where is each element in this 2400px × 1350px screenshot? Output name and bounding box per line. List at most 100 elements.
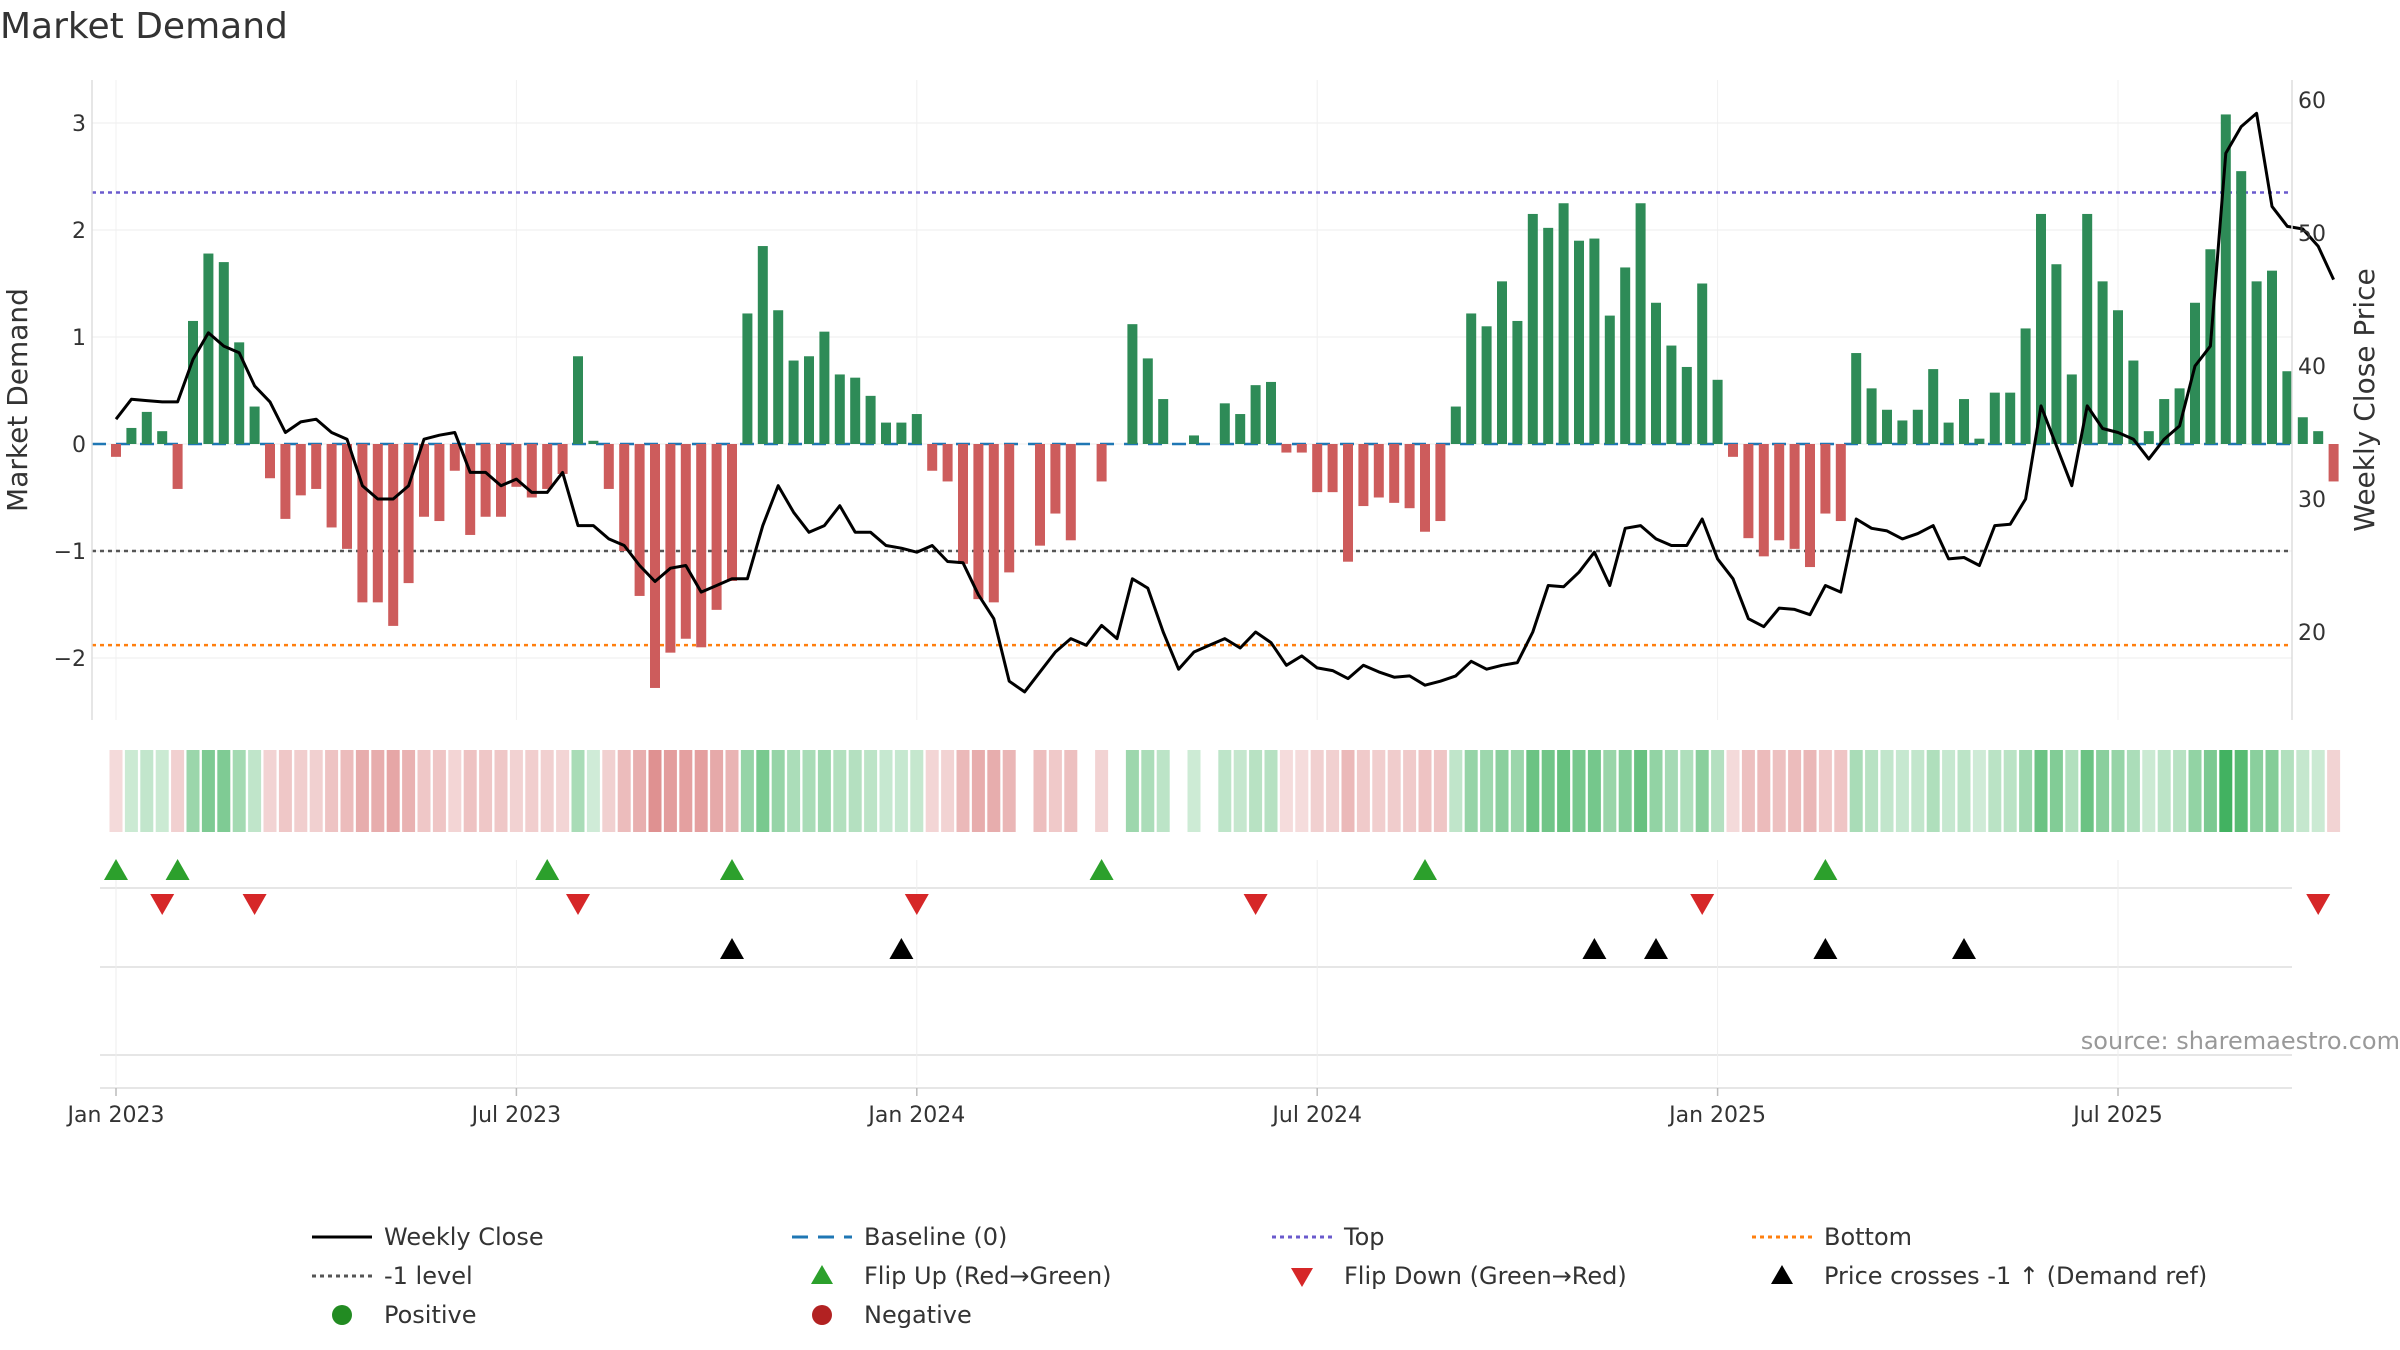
negative-demand-bar (650, 444, 660, 688)
negative-demand-bar (172, 444, 183, 489)
positive-demand-bar (819, 331, 830, 444)
flip-down-marker (150, 894, 175, 915)
positive-demand-bar (757, 246, 768, 444)
positive-demand-bar (1974, 438, 1985, 444)
flip-up-marker (165, 859, 190, 880)
positive-demand-bar (2066, 374, 2077, 444)
heat-cell (1988, 750, 2002, 832)
positive-demand-bar (1527, 213, 1538, 444)
heat-cell (1557, 750, 1571, 832)
positive-demand-bar (896, 422, 907, 444)
heat-cell (1865, 750, 1879, 832)
negative-demand-bar (1435, 444, 1446, 522)
flip-down-marker (904, 894, 929, 915)
positive-demand-bar (2082, 213, 2093, 444)
heat-cell (925, 750, 939, 832)
heat-cell (2065, 750, 2079, 832)
negative-demand-bar (1404, 444, 1415, 509)
heat-cell (2111, 750, 2125, 832)
heat-cell (756, 750, 770, 832)
heat-cell (525, 750, 539, 832)
heat-cell (848, 750, 862, 832)
heat-cell (710, 750, 724, 832)
heat-cell (1818, 750, 1832, 832)
positive-demand-bar (804, 356, 814, 444)
negative-demand-bar (958, 444, 968, 564)
positive-demand-bar (126, 427, 137, 444)
price-cross-marker (889, 938, 914, 959)
y-right-tick-label: 50 (2298, 222, 2326, 247)
negative-demand-bar (942, 444, 953, 482)
heat-cell (1911, 750, 1925, 832)
heat-cell (1711, 750, 1725, 832)
flip-up-marker (1089, 859, 1114, 880)
heat-cell (2080, 750, 2094, 832)
negative-demand-bar (434, 444, 445, 522)
heat-cell (1480, 750, 1494, 832)
heat-cell (1095, 750, 1109, 832)
source-label: source: sharemaestro.com (2081, 1027, 2400, 1055)
heat-cell (1249, 750, 1263, 832)
negative-demand-bar (680, 444, 691, 639)
negative-demand-bar (280, 444, 291, 519)
negative-demand-bar (265, 444, 275, 479)
heat-cell (1772, 750, 1786, 832)
legend-swatch-positive (332, 1305, 352, 1325)
negative-demand-bar (1820, 444, 1831, 514)
heat-cell (1788, 750, 1802, 832)
heat-cell (1433, 750, 1447, 832)
positive-demand-bar (1450, 406, 1461, 444)
heat-cell (294, 750, 308, 832)
axes: 3 2 1 0 −1 −2 60 50 40 30 20 (54, 80, 2326, 720)
negative-demand-bar (342, 444, 352, 549)
heat-cell (417, 750, 431, 832)
heat-cell (2250, 750, 2264, 832)
negative-demand-bar (311, 444, 322, 489)
negative-demand-bar (1065, 444, 1076, 541)
heat-cell (201, 750, 215, 832)
negative-demand-bar (496, 444, 506, 517)
positive-demand-bar (1558, 203, 1569, 444)
heat-cell (1156, 750, 1170, 832)
heat-cell (1295, 750, 1309, 832)
heat-cell (1726, 750, 1740, 832)
heat-cell (263, 750, 277, 832)
heat-cell (2296, 750, 2310, 832)
positive-demand-bar (573, 356, 583, 444)
heat-cell (2203, 750, 2217, 832)
positive-demand-bar (773, 310, 784, 444)
demand-heat-strip (109, 750, 2341, 832)
heat-cell (1310, 750, 1324, 832)
y-left-tick-label: −2 (54, 647, 86, 672)
negative-demand-bar (465, 444, 476, 535)
heat-cell (1587, 750, 1601, 832)
positive-demand-bar (2220, 114, 2231, 444)
negative-demand-bar (1373, 444, 1384, 498)
negative-demand-bar (619, 444, 630, 551)
price-cross-marker (1644, 938, 1668, 959)
heat-cell (1326, 750, 1340, 832)
heat-cell (2049, 750, 2063, 832)
heat-cell (494, 750, 508, 832)
heat-cell (864, 750, 878, 832)
flip-down-marker (242, 894, 267, 915)
heat-cell (140, 750, 154, 832)
heat-cell (340, 750, 354, 832)
y-left-tick-label: 3 (72, 112, 86, 137)
positive-demand-bar (2251, 281, 2262, 444)
heat-cell (586, 750, 600, 832)
negative-demand-bar (419, 444, 429, 517)
x-tick-label: Jul 2025 (2071, 1103, 2163, 1128)
flip-up-marker (1813, 859, 1838, 880)
positive-demand-bar (1928, 369, 1939, 444)
positive-demand-bar (2297, 417, 2308, 444)
negative-demand-bar (111, 444, 121, 457)
negative-demand-bar (1004, 444, 1015, 573)
positive-demand-bar (203, 253, 214, 444)
heat-cell (1664, 750, 1678, 832)
heat-cell (2157, 750, 2171, 832)
positive-demand-bar (1620, 267, 1631, 444)
flip-down-marker (1690, 894, 1715, 915)
heat-cell (325, 750, 339, 832)
heat-cell (309, 750, 323, 832)
